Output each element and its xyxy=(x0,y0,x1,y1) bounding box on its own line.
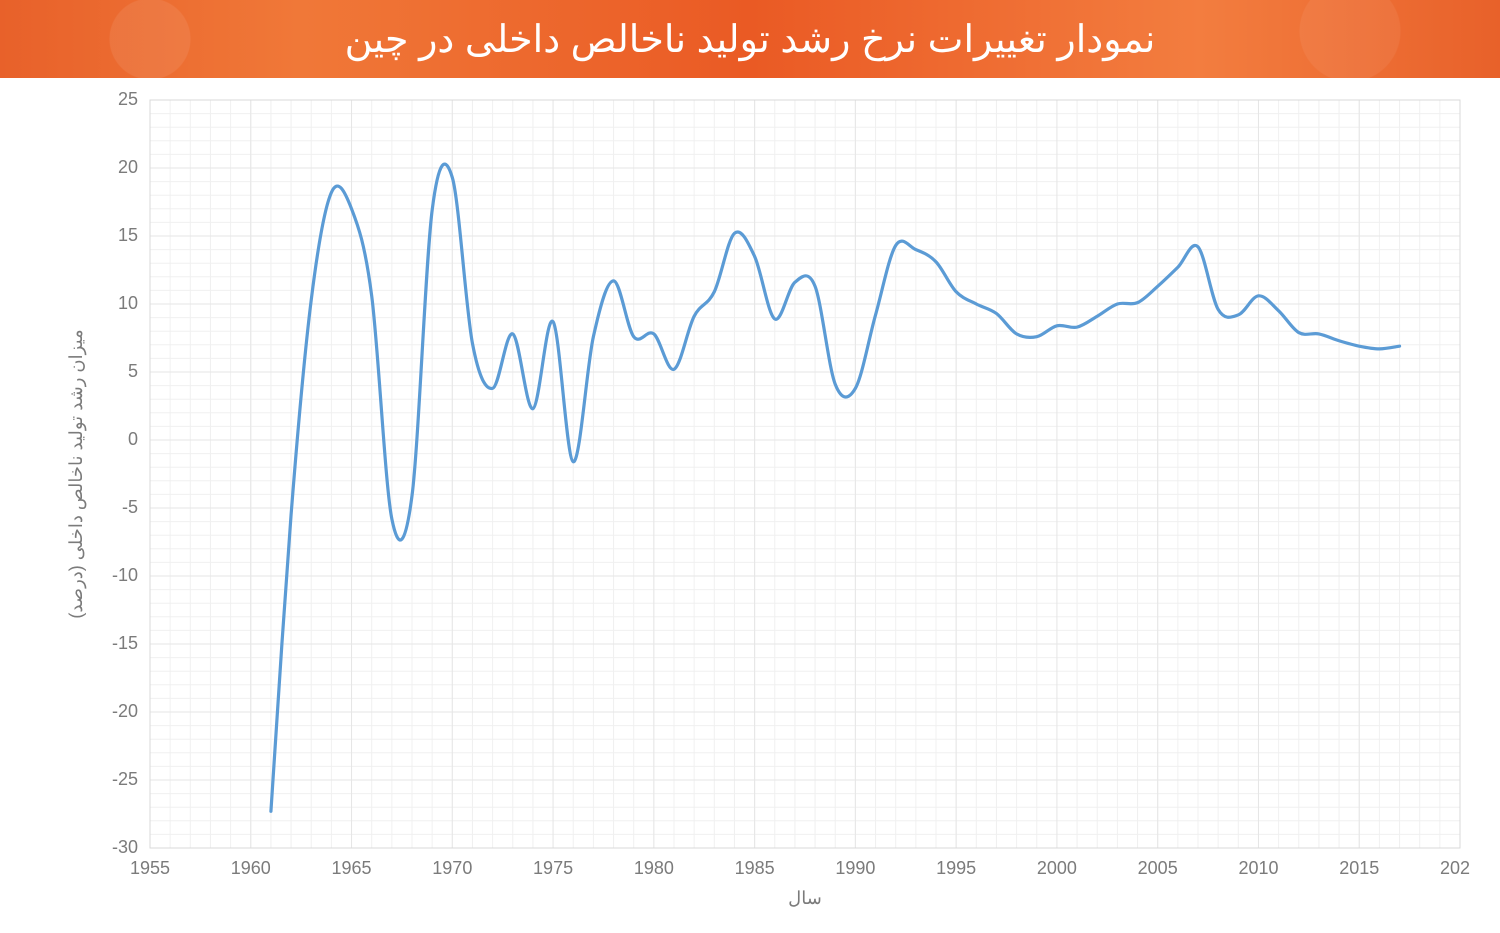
x-tick-label: 2015 xyxy=(1339,858,1379,878)
chart-container: -30 -25 -20 -15 -10 -5 0 5 10 15 20 25 1955 1960 1965 1… xyxy=(0,78,1500,933)
x-tick-label: 2020 xyxy=(1440,858,1470,878)
y-tick-label: -25 xyxy=(112,769,138,789)
y-tick-label: 25 xyxy=(118,89,138,109)
y-tick-label: -5 xyxy=(122,497,138,517)
y-tick-label: -20 xyxy=(112,701,138,721)
y-tick-label: 5 xyxy=(128,361,138,381)
x-tick-label: 1960 xyxy=(231,858,271,878)
y-tick-label: -30 xyxy=(112,837,138,857)
x-tick-label: 1975 xyxy=(533,858,573,878)
x-tick-label: 1985 xyxy=(735,858,775,878)
x-tick-label: 2005 xyxy=(1138,858,1178,878)
x-axis-title: سال xyxy=(788,888,822,908)
y-tick-label: 0 xyxy=(128,429,138,449)
x-tick-label: 1990 xyxy=(835,858,875,878)
y-axis-title: میزان رشد تولید ناخالص داخلی (درصد) xyxy=(66,329,87,618)
x-tick-label: 1970 xyxy=(432,858,472,878)
y-tick-label: -10 xyxy=(112,565,138,585)
x-tick-label: 2000 xyxy=(1037,858,1077,878)
y-tick-label: 15 xyxy=(118,225,138,245)
y-tick-label: 20 xyxy=(118,157,138,177)
x-tick-label: 1995 xyxy=(936,858,976,878)
y-tick-label: -15 xyxy=(112,633,138,653)
header-banner: نمودار تغییرات نرخ رشد تولید ناخالص داخل… xyxy=(0,0,1500,78)
y-tick-label: 10 xyxy=(118,293,138,313)
page-title: نمودار تغییرات نرخ رشد تولید ناخالص داخل… xyxy=(345,17,1156,62)
x-tick-label: 1980 xyxy=(634,858,674,878)
gdp-growth-line-chart: -30 -25 -20 -15 -10 -5 0 5 10 15 20 25 1955 1960 1965 1… xyxy=(30,88,1470,918)
x-tick-label: 1955 xyxy=(130,858,170,878)
x-tick-label: 2010 xyxy=(1238,858,1278,878)
x-tick-label: 1965 xyxy=(332,858,372,878)
